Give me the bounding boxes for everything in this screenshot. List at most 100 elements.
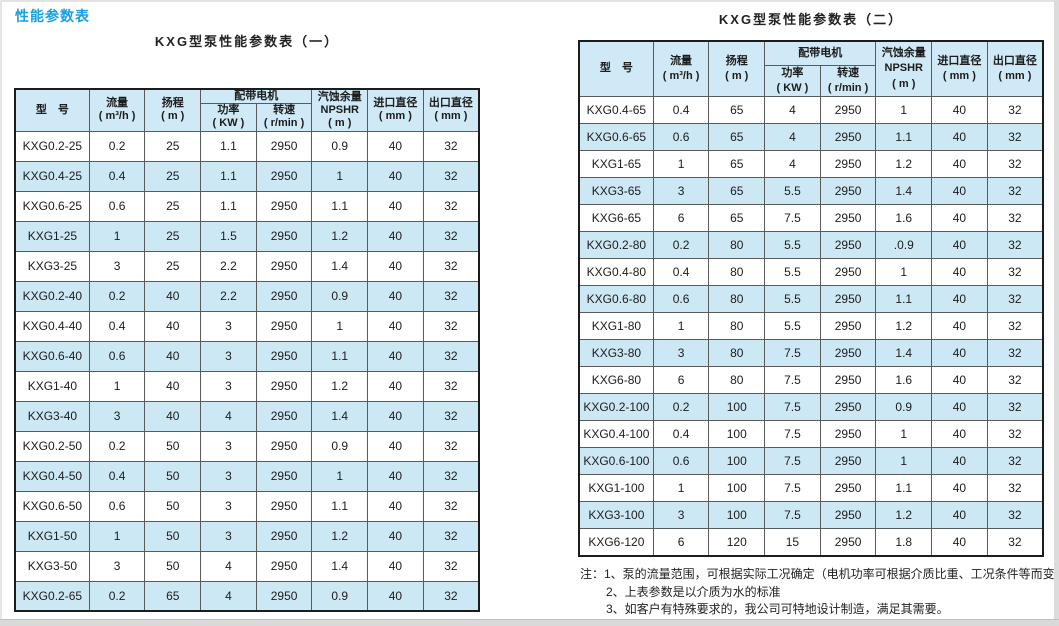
- table-cell: 40: [367, 310, 424, 342]
- table-cell: 2950: [819, 177, 877, 206]
- table-cell: 40: [367, 430, 424, 462]
- table-row: KXG0.2-50 0.2 50 3 2950 0.9 40 32: [14, 430, 480, 462]
- col-header-motor-group: 配带电机: [200, 88, 313, 105]
- table-cell: 1.4: [311, 400, 369, 432]
- table-row: KXG0.2-25 0.2 25 1.1 2950 0.9 40 32: [14, 130, 480, 162]
- table-cell: 5.5: [764, 258, 821, 287]
- table-cell: KXG1-40: [14, 370, 90, 402]
- table-cell: 32: [986, 258, 1044, 287]
- table-cell: 0.6: [88, 490, 146, 522]
- table-cell: 50: [144, 430, 202, 462]
- table-cell: 3: [652, 501, 710, 530]
- table-cell: 1.1: [200, 190, 257, 222]
- table-cell: 100: [708, 420, 766, 449]
- table-cell: 2950: [255, 550, 313, 582]
- table-cell: 2950: [255, 430, 313, 462]
- table-cell: 1: [652, 312, 710, 341]
- table-cell: 1: [875, 420, 933, 449]
- col-header-npshr: 汽蚀余量 NPSHR ( m ): [875, 40, 933, 98]
- table-cell: KXG1-65: [578, 150, 654, 179]
- table-cell: 7.5: [764, 204, 821, 233]
- table-row: KXG6-120 6 120 15 2950 1.8 40 32: [578, 528, 1044, 557]
- table-cell: 2950: [819, 366, 877, 395]
- table-cell: 2950: [255, 310, 313, 342]
- table-cell: 7.5: [764, 339, 821, 368]
- table-cell: 80: [708, 312, 766, 341]
- table-cell: 3: [200, 460, 257, 492]
- table-cell: 2950: [819, 204, 877, 233]
- table-row: KXG0.4-80 0.4 80 5.5 2950 1 40 32: [578, 258, 1044, 287]
- table-cell: 40: [931, 258, 988, 287]
- table-cell: 7.5: [764, 474, 821, 503]
- table-cell: 5.5: [764, 285, 821, 314]
- table-cell: 40: [931, 393, 988, 422]
- table-cell: 4: [764, 150, 821, 179]
- table-cell: KXG0.6-40: [14, 340, 90, 372]
- table-cell: 40: [931, 150, 988, 179]
- table-cell: 3: [200, 520, 257, 552]
- table-cell: 2950: [255, 280, 313, 312]
- table-cell: 40: [931, 339, 988, 368]
- table-cell: 0.2: [652, 231, 710, 260]
- table-cell: 2950: [255, 130, 313, 162]
- table-cell: 2950: [255, 220, 313, 252]
- table-cell: 1: [88, 370, 146, 402]
- table-cell: 80: [708, 285, 766, 314]
- table-cell: 32: [422, 130, 480, 162]
- table-cell: 32: [422, 400, 480, 432]
- page-edge-top: [0, 0, 1059, 2]
- table1-body: KXG0.2-25 0.2 25 1.1 2950 0.9 40 32 KXG0.4-25 0.4…: [14, 130, 480, 612]
- table-row: KXG0.6-40 0.6 40 3 2950 1.1 40 32: [14, 340, 480, 372]
- table-cell: 0.2: [652, 393, 710, 422]
- table-row: KXG3-25 3 25 2.2 2950 1.4 40 32: [14, 250, 480, 282]
- table-cell: KXG3-50: [14, 550, 90, 582]
- table-cell: 3: [88, 550, 146, 582]
- table-cell: 3: [200, 430, 257, 462]
- table-row: KXG3-100 3 100 7.5 2950 1.2 40 32: [578, 501, 1044, 530]
- table-cell: KXG0.2-65: [14, 580, 90, 612]
- table-cell: 32: [422, 520, 480, 552]
- page-title: 性能参数表: [15, 8, 90, 24]
- table-cell: 1: [311, 460, 369, 492]
- table-cell: 0.9: [311, 430, 369, 462]
- table-cell: KXG0.2-25: [14, 130, 90, 162]
- table-cell: 0.6: [88, 190, 146, 222]
- table-cell: 1.1: [875, 474, 933, 503]
- table-cell: 25: [144, 250, 202, 282]
- page-edge-bottom: [0, 619, 1059, 626]
- table-cell: 32: [986, 366, 1044, 395]
- table-cell: 0.2: [88, 580, 146, 612]
- table-cell: 25: [144, 160, 202, 192]
- table-cell: 0.9: [311, 130, 369, 162]
- table-cell: 3: [200, 490, 257, 522]
- table-cell: KXG0.2-40: [14, 280, 90, 312]
- table-cell: 3: [200, 310, 257, 342]
- col-header-flow: 流量 ( m³/h ): [652, 40, 710, 98]
- table-cell: 32: [986, 312, 1044, 341]
- table-row: KXG1-65 1 65 4 2950 1.2 40 32: [578, 150, 1044, 179]
- table-row: KXG0.4-65 0.4 65 4 2950 1 40 32: [578, 96, 1044, 125]
- table-cell: 2950: [255, 190, 313, 222]
- table-cell: 32: [422, 160, 480, 192]
- table-cell: KXG0.6-25: [14, 190, 90, 222]
- table-cell: 2950: [819, 447, 877, 476]
- table-cell: KXG0.4-65: [578, 96, 654, 125]
- table-row: KXG0.2-65 0.2 65 4 2950 0.9 40 32: [14, 580, 480, 612]
- table-cell: 1.4: [875, 177, 933, 206]
- table2-title: KXG型泵性能参数表（二）: [718, 12, 904, 27]
- table-cell: KXG3-25: [14, 250, 90, 282]
- table-cell: 4: [200, 550, 257, 582]
- table-cell: 2950: [255, 400, 313, 432]
- table-cell: 2950: [255, 340, 313, 372]
- table-cell: KXG3-80: [578, 339, 654, 368]
- table-cell: 2950: [819, 339, 877, 368]
- col-header-model: 型 号: [578, 40, 654, 98]
- table-row: KXG3-50 3 50 4 2950 1.4 40 32: [14, 550, 480, 582]
- table-cell: 1.1: [311, 490, 369, 522]
- col-header-model: 型 号: [14, 88, 90, 132]
- table-cell: 6: [652, 528, 710, 557]
- table-cell: 3: [652, 339, 710, 368]
- col-header-inlet: 进口直径 ( mm ): [931, 40, 988, 98]
- table-cell: 15: [764, 528, 821, 557]
- table-cell: 6: [652, 366, 710, 395]
